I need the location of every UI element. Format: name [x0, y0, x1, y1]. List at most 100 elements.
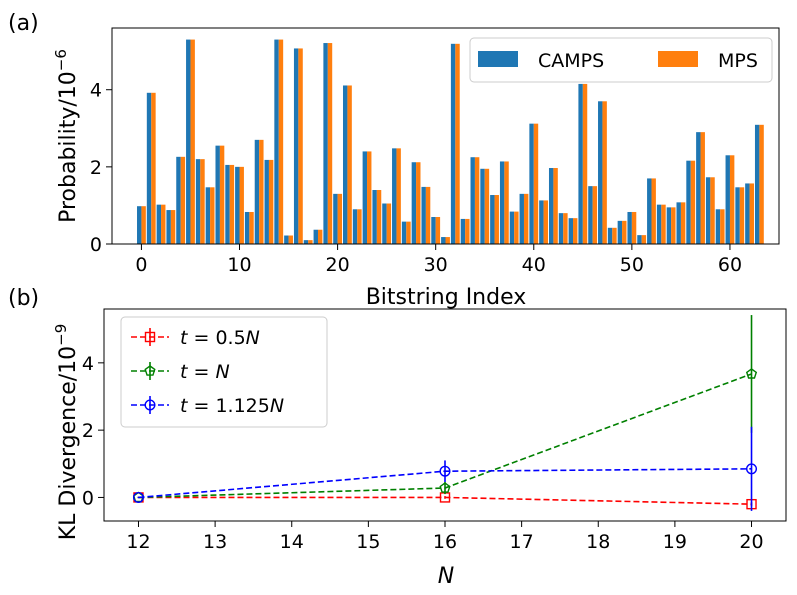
bar-camps-10: [235, 166, 240, 244]
x-tick-label-b-18: 18: [586, 531, 610, 553]
panel-b-y-label-exponent: −9: [52, 324, 70, 346]
bar-camps-54: [666, 207, 672, 244]
bar-mps-19: [327, 43, 333, 244]
bar-camps-28: [411, 162, 417, 244]
bar-camps-60: [725, 155, 730, 244]
bar-mps-49: [622, 220, 627, 244]
bar-camps-31: [441, 237, 446, 244]
bar-camps-18: [313, 229, 318, 244]
bar-camps-63: [754, 124, 760, 244]
bar-mps-16: [298, 48, 303, 244]
bar-camps-25: [382, 203, 387, 244]
bar-camps-5: [186, 39, 191, 245]
x-tick-label-a-30: 30: [424, 254, 448, 276]
bar-camps-11: [244, 211, 250, 244]
bar-mps-38: [514, 211, 519, 244]
y-tick-label-b-4: 4: [82, 353, 94, 375]
bar-mps-43: [563, 213, 568, 244]
panel-b-y-ticks: 0 2 4: [82, 353, 104, 509]
bar-camps-12: [254, 139, 260, 244]
x-tick-label-b-17: 17: [510, 531, 534, 553]
series-t-1.125n: [132, 426, 758, 511]
x-tick-label-a-50: 50: [620, 254, 644, 276]
panel-a-y-label-base: Probability/10: [56, 71, 81, 223]
legend-b-label-t-1.125n: t = 1.125N: [180, 395, 284, 417]
bar-camps-41: [539, 200, 544, 244]
bar-camps-4: [176, 156, 181, 244]
bar-camps-8: [215, 145, 220, 244]
x-tick-label-b-12: 12: [126, 531, 150, 553]
legend-b-entry-t-0.5n: t = 0.5N: [131, 327, 260, 349]
legend-a-swatch-mps: [658, 51, 698, 67]
bar-mps-34: [474, 157, 480, 244]
panel-b-label: (b): [8, 286, 39, 311]
bar-camps-9: [225, 164, 230, 244]
bar-mps-60: [729, 155, 735, 244]
bar-mps-51: [641, 235, 647, 244]
bar-camps-39: [519, 193, 524, 244]
bar-mps-26: [396, 148, 401, 244]
bar-camps-15: [284, 235, 289, 244]
series-t-n: [132, 315, 758, 503]
bar-mps-29: [425, 186, 431, 244]
legend-b-label-t-n: t = N: [180, 361, 230, 383]
bar-mps-35: [484, 168, 490, 244]
bar-camps-21: [342, 85, 348, 244]
panel-b-y-axis-label: KL Divergence/10−9: [52, 324, 81, 541]
bar-mps-55: [680, 202, 686, 244]
x-tick-label-a-40: 40: [522, 254, 546, 276]
panel-a-frame: [111, 27, 780, 245]
bar-mps-30: [435, 217, 441, 244]
bar-mps-0: [141, 206, 146, 244]
panel-b-series: [132, 315, 758, 511]
bar-mps-11: [249, 211, 254, 244]
bar-camps-42: [548, 168, 554, 244]
bar-camps-14: [274, 39, 279, 245]
legend-a-box: [469, 37, 773, 83]
bar-mps-50: [631, 211, 637, 244]
bar-camps-52: [647, 178, 652, 244]
legend-b-entry-t-n: t = N: [131, 361, 230, 383]
panel-b-x-ticks: 12 13 14 15 16 17 18 19 20: [126, 521, 764, 553]
bar-mps-4: [180, 156, 186, 244]
bar-camps-7: [205, 187, 211, 244]
bar-mps-39: [523, 193, 529, 244]
bar-camps-30: [431, 217, 436, 244]
bar-mps-45: [582, 83, 588, 244]
panel-a-y-label-exponent: −6: [52, 49, 70, 71]
x-tick-label-b-19: 19: [663, 531, 687, 553]
bar-camps-36: [490, 195, 495, 244]
panel-b-x-axis-label: N: [438, 564, 454, 589]
bar-mps-53: [661, 204, 666, 244]
bar-mps-48: [612, 227, 617, 244]
point-t-1.125n-16: [439, 465, 451, 477]
panel-a-y-axis-label: Probability/10−6: [52, 49, 81, 223]
bar-camps-17: [303, 240, 309, 244]
panel-b-frame: [103, 308, 787, 522]
bar-mps-18: [317, 229, 323, 244]
legend-b-marker-t-n: [144, 365, 156, 376]
bar-mps-9: [229, 164, 235, 244]
bar-camps-29: [421, 186, 426, 244]
legend-a-label-mps: MPS: [718, 50, 758, 72]
bar-mps-46: [592, 186, 598, 244]
bar-mps-56: [690, 160, 696, 244]
bar-camps-2: [156, 204, 162, 244]
x-tick-label-a-20: 20: [326, 254, 350, 276]
bar-camps-0: [137, 206, 142, 244]
panel-b: (b) 12 13 14 15 16 17 18 19 20 0 2 4 N KL Divergen…: [8, 286, 787, 589]
panel-a-legend: CAMPS MPS: [469, 37, 773, 83]
bar-camps-37: [499, 161, 505, 244]
bar-camps-38: [509, 211, 515, 244]
bar-camps-32: [450, 43, 456, 244]
bar-mps-21: [347, 85, 352, 244]
bar-camps-22: [352, 209, 358, 244]
bar-camps-43: [558, 213, 564, 244]
bar-camps-16: [293, 48, 299, 244]
bar-camps-45: [578, 83, 583, 244]
y-tick-label-a-4: 4: [90, 80, 102, 102]
bar-camps-20: [333, 193, 338, 244]
bar-mps-47: [602, 101, 607, 245]
point-t-1.125n-12: [132, 491, 144, 503]
panel-a-y-ticks: 0 2 4: [90, 80, 112, 256]
